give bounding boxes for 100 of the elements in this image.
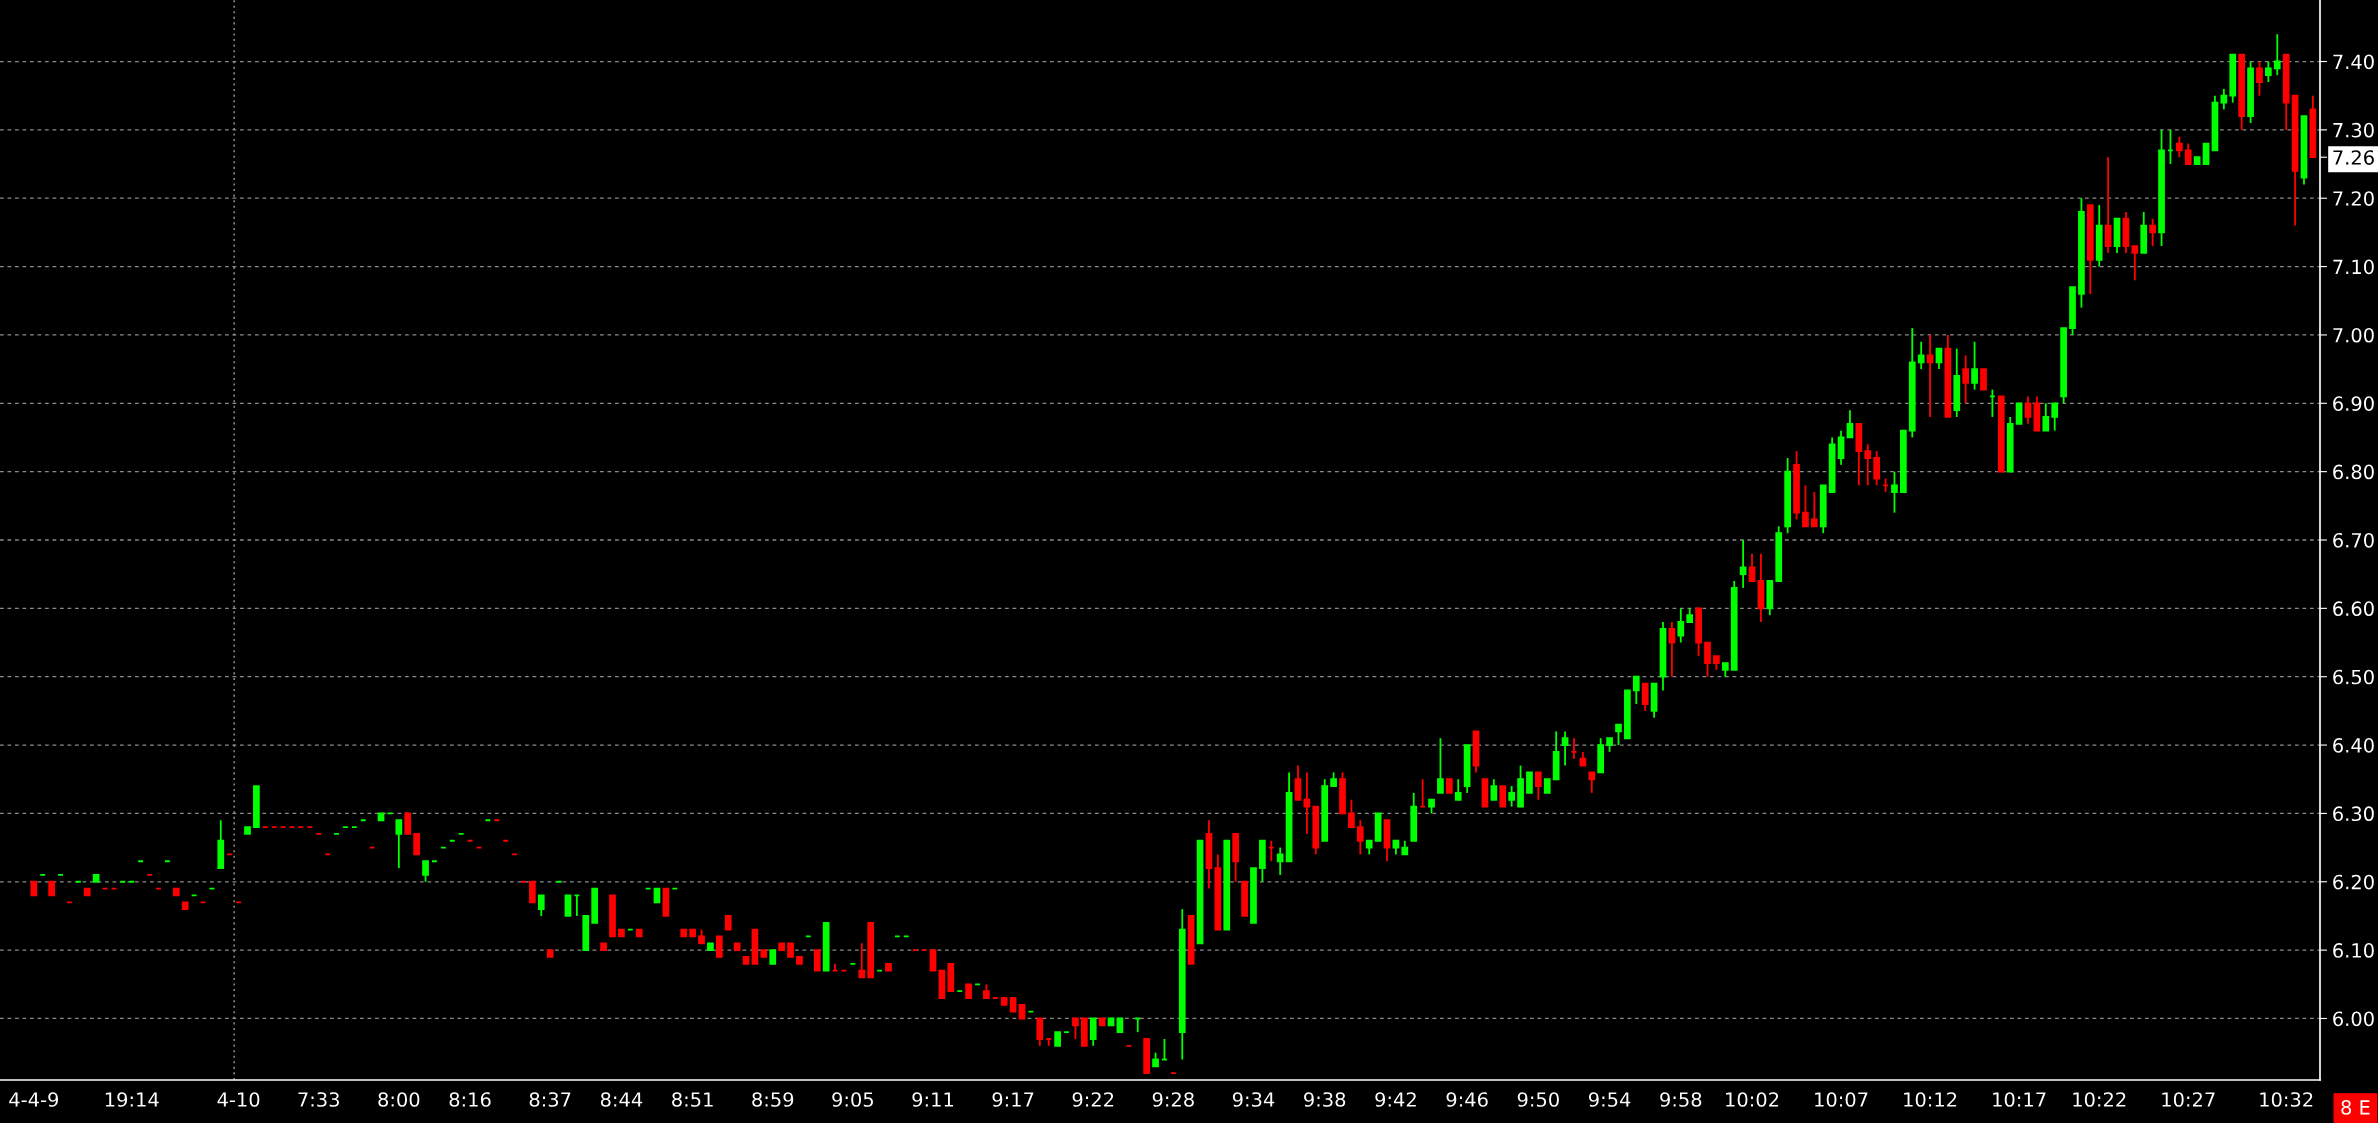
candlestick [1294, 764, 1302, 801]
candlestick [1846, 409, 1854, 439]
candlestick [1089, 1017, 1097, 1047]
candlestick [404, 812, 412, 835]
candlestick [2024, 395, 2032, 425]
candlestick [1704, 641, 1711, 678]
candlestick [1980, 368, 1987, 391]
candlestick [1810, 491, 1818, 528]
y-tick-label: 7.40 [2333, 54, 2374, 70]
candlestick [1748, 552, 1756, 582]
x-tick-label: 10:17 [1993, 1092, 2046, 1107]
candlestick [1508, 785, 1516, 808]
y-tick-label: 7.26 [2333, 150, 2374, 165]
y-tick-label: 6.10 [2333, 943, 2374, 958]
x-tick-label: 8:44 [600, 1092, 643, 1107]
y-tick-label: 7.10 [2333, 259, 2374, 275]
x-tick-label: 10:02 [1726, 1092, 1779, 1107]
x-tick-label: 9:34 [1232, 1092, 1275, 1107]
candlestick [2202, 142, 2210, 165]
candlestick [1276, 846, 1284, 876]
candlestick [1864, 443, 1872, 487]
x-tick-label: 8:00 [378, 1092, 420, 1107]
candlestick [1739, 539, 1747, 589]
y-tick-label: 6.80 [2333, 464, 2374, 480]
x-tick-label: 9:58 [1660, 1092, 1702, 1107]
candlestick [1490, 778, 1498, 801]
x-tick-label: 10:27 [2162, 1092, 2215, 1107]
x-tick-label: 8:51 [672, 1092, 713, 1107]
candlestick [2265, 60, 2272, 83]
x-tick-label: 8:16 [449, 1092, 491, 1107]
y-tick-label: 7.00 [2333, 327, 2374, 343]
candlestick [813, 949, 821, 972]
candlestick [929, 949, 937, 972]
candlestick [1677, 607, 1685, 644]
candlestick [422, 860, 429, 883]
candlestick [537, 894, 545, 917]
y-tick-label: 6.40 [2333, 738, 2374, 753]
candlestick [1588, 771, 1596, 794]
candlestick [1837, 429, 1845, 466]
candlestick [2149, 217, 2156, 247]
candlestick [1641, 682, 1649, 712]
y-tick-label: 6.20 [2333, 874, 2374, 890]
x-tick-label: 4-4-9 [9, 1092, 59, 1107]
candlestick [1535, 771, 1542, 801]
candlestick [1891, 470, 1898, 514]
y-tick-label: 6.70 [2333, 532, 2374, 548]
x-tick-label: 9:05 [832, 1092, 873, 1107]
x-tick-label: 9:22 [1072, 1092, 1114, 1107]
candlestick [1454, 778, 1462, 801]
x-tick-label: 9:50 [1517, 1092, 1559, 1107]
x-tick-label: 8:37 [529, 1092, 571, 1107]
candlestick [2051, 402, 2059, 432]
candlestick [2015, 402, 2023, 425]
candlestick [1072, 1017, 1079, 1040]
y-tick-label: 7.20 [2333, 191, 2374, 206]
candlestick [2184, 142, 2192, 165]
candlestick [858, 942, 866, 979]
candlestick [1561, 730, 1569, 767]
candlestick [1873, 450, 1881, 487]
x-tick-label: 8:59 [752, 1092, 794, 1107]
x-tick-label: 19:14 [105, 1092, 159, 1107]
x-tick-label: 9:42 [1375, 1092, 1416, 1107]
candlestick [715, 935, 723, 958]
x-tick-label: 10:12 [1904, 1092, 1957, 1107]
candlestick [1348, 798, 1355, 828]
candlestick [1615, 723, 1622, 746]
x-tick-label: 4-10 [217, 1092, 260, 1107]
candlestick [2273, 33, 2281, 77]
text: 8 E [2341, 1100, 2370, 1115]
y-tick-label: 6.60 [2333, 601, 2374, 617]
y-tick-label: 6.90 [2333, 396, 2374, 411]
candlestick [1499, 785, 1507, 808]
candlestick [2256, 60, 2263, 97]
candlestick [1356, 819, 1364, 856]
candlestick [1632, 675, 1640, 705]
x-tick-label: 10:32 [2260, 1092, 2313, 1107]
candlestick [2104, 156, 2112, 254]
candlestick [395, 819, 403, 870]
candlestick [1935, 347, 1943, 371]
y-tick-label: 6.50 [2333, 669, 2374, 685]
candlestick [1437, 737, 1444, 794]
x-tick-label: 9:54 [1588, 1092, 1631, 1107]
candlestick [1917, 340, 1925, 371]
x-tick-label: 10:07 [1815, 1092, 1868, 1107]
x-tick-label: 9:46 [1446, 1092, 1488, 1107]
x-tick-label: 9:11 [912, 1092, 954, 1107]
candlestick [2175, 135, 2183, 159]
x-tick-label: 9:28 [1152, 1092, 1194, 1107]
candlestick [529, 880, 536, 904]
candlestick [1526, 771, 1533, 794]
candlestick [1971, 340, 1978, 391]
x-tick-label: 10:22 [2073, 1092, 2126, 1107]
y-tick-label: 7.30 [2333, 122, 2374, 138]
x-tick-label: 7:33 [298, 1092, 339, 1107]
y-tick-label: 6.00 [2333, 1011, 2374, 1027]
candlestick [1036, 1017, 1044, 1047]
x-tick-label: 9:38 [1304, 1092, 1346, 1107]
candlestick [1802, 484, 1809, 528]
candlestick [1668, 621, 1676, 678]
candlestick [413, 833, 420, 856]
